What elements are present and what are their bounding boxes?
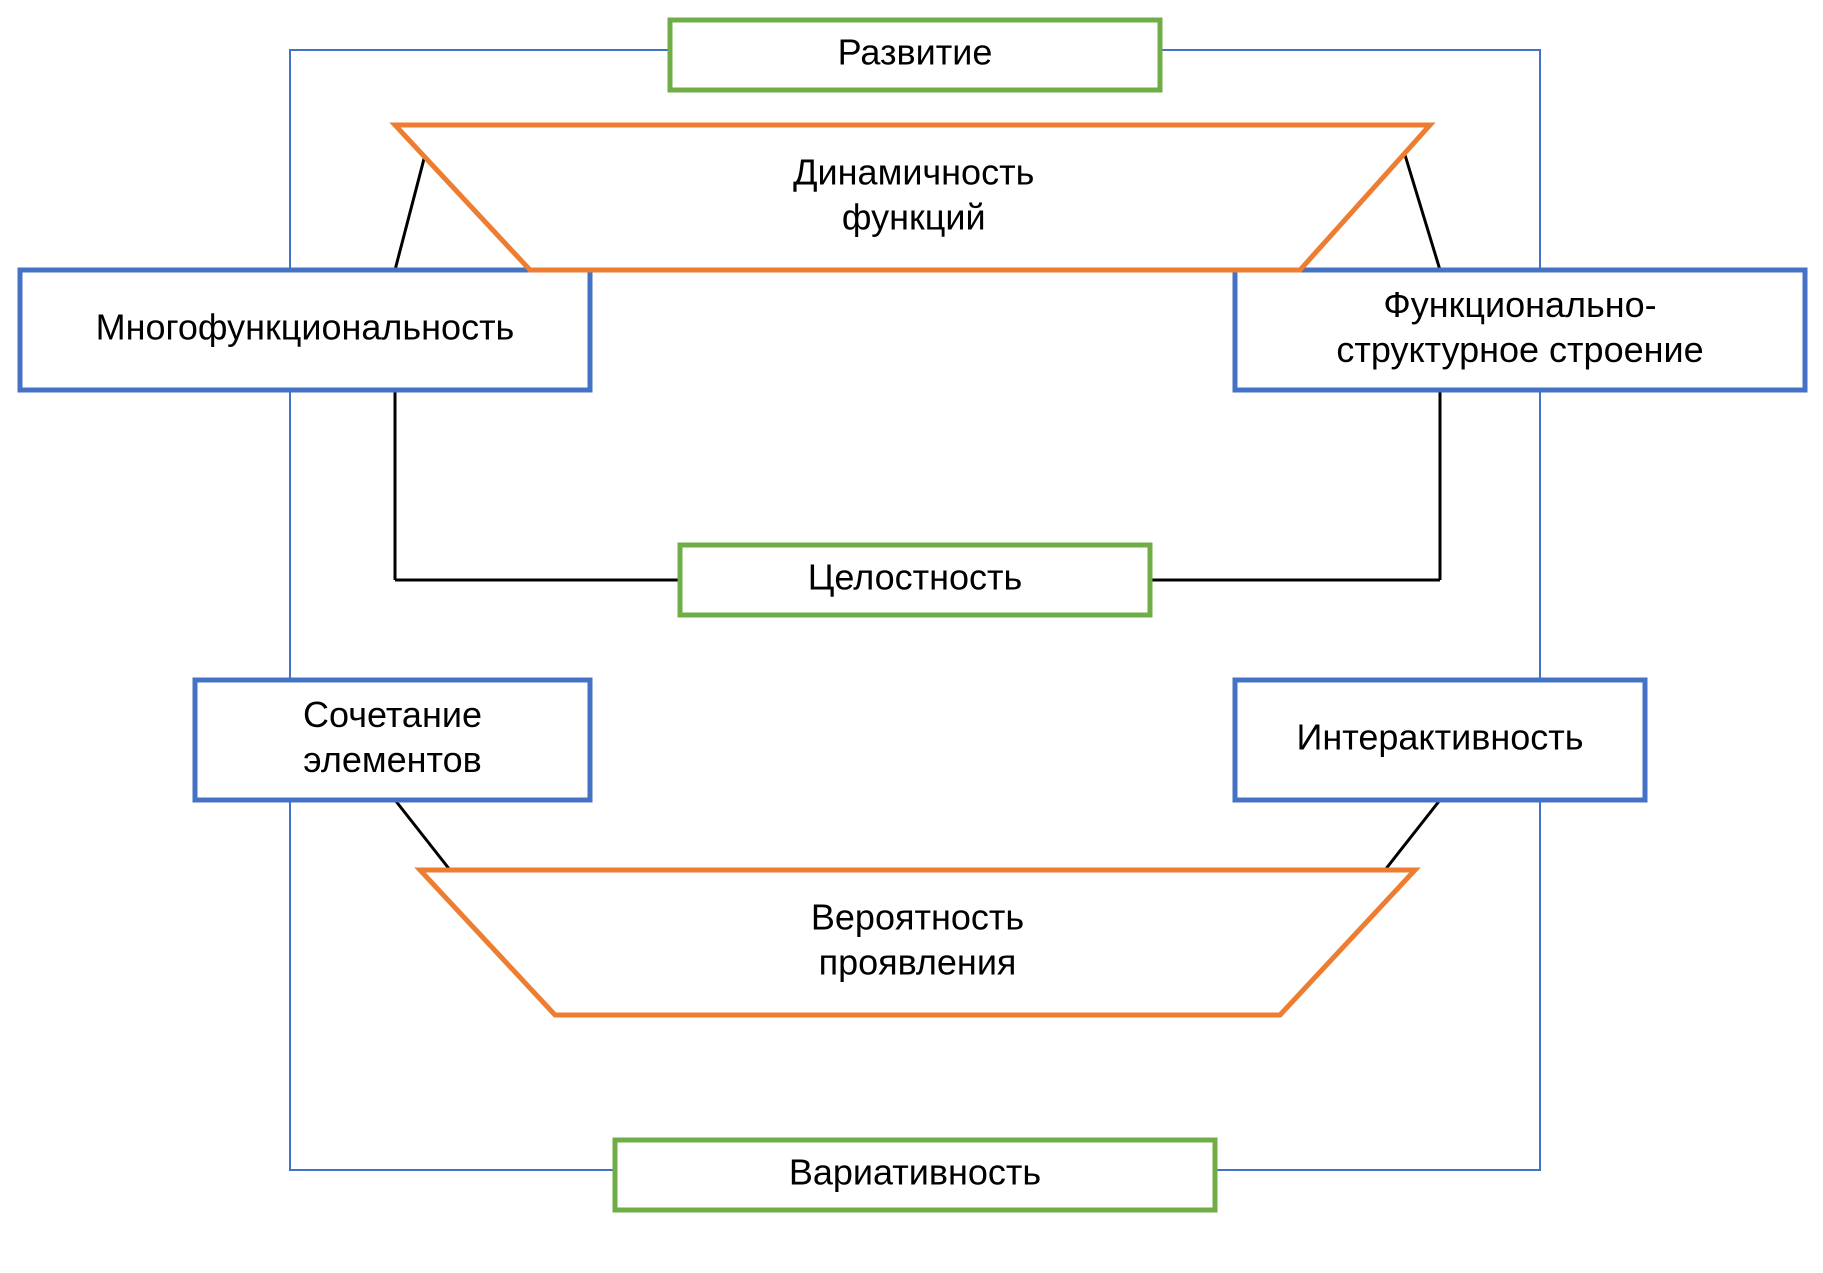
node-label: элементов [303, 739, 482, 780]
node-mnogofunk: Многофункциональность [20, 270, 590, 390]
node-tselostnost: Целостность [680, 545, 1150, 615]
node-label: Целостность [808, 557, 1023, 598]
node-label: структурное строение [1336, 329, 1703, 370]
connector-line [395, 155, 425, 270]
node-sochetanie: Сочетаниеэлементов [195, 680, 590, 800]
diagram-canvas: Развитие Целостность Вариативность Многофун… [0, 0, 1823, 1273]
node-label: Сочетание [303, 694, 482, 735]
node-variativnost: Вариативность [615, 1140, 1215, 1210]
node-funkstrukt: Функционально-структурное строение [1235, 270, 1805, 390]
connector-line [395, 800, 450, 870]
connector-line [1405, 155, 1440, 270]
node-dinamichnost: Динамичностьфункций [395, 125, 1430, 270]
node-interaktivnost: Интерактивность [1235, 680, 1645, 800]
node-label: Динамичность [793, 152, 1034, 193]
node-label: функций [842, 197, 986, 238]
node-label: Функционально- [1383, 284, 1656, 325]
node-label: Развитие [838, 32, 993, 73]
node-label: Вариативность [789, 1152, 1041, 1193]
node-label: Вероятность [811, 897, 1024, 938]
node-label: проявления [819, 942, 1017, 983]
node-label: Интерактивность [1297, 717, 1584, 758]
node-veroyatnost: Вероятностьпроявления [420, 870, 1415, 1015]
node-label: Многофункциональность [96, 307, 515, 348]
node-razvitie: Развитие [670, 20, 1160, 90]
connector-line [1385, 800, 1440, 870]
